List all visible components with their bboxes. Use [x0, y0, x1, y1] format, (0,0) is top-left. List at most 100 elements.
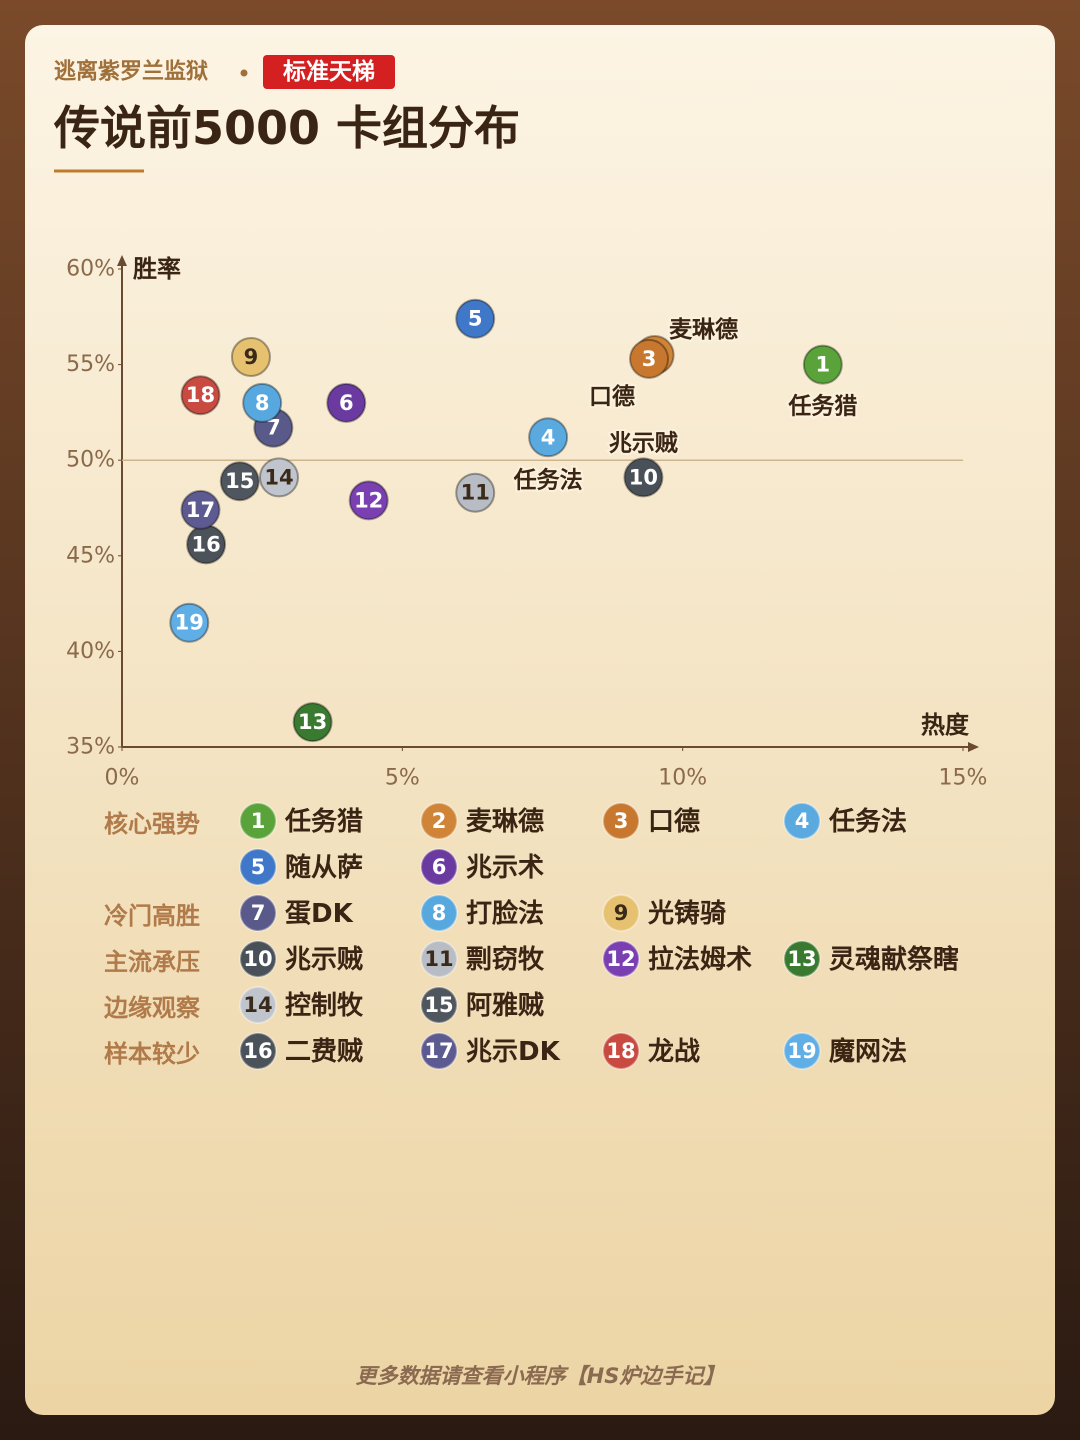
- point-number: 17: [186, 498, 215, 522]
- point-number: 7: [266, 416, 281, 440]
- point: [802, 344, 843, 385]
- legend-badge: [783, 802, 821, 840]
- y-tick-label: 50%: [66, 448, 115, 473]
- legend-label: 随从萨: [285, 852, 363, 883]
- legend-badge: [239, 940, 277, 978]
- subtitle: 逃离紫罗兰监狱: [54, 59, 208, 85]
- legend-badge-number: 16: [243, 1039, 272, 1063]
- legend-label: 魔网法: [829, 1037, 907, 1067]
- legend-label: 口德: [648, 807, 700, 837]
- point: [623, 457, 664, 498]
- point-number: 1: [816, 353, 831, 377]
- point-number: 5: [468, 307, 483, 331]
- legend-label: 蛋DK: [285, 899, 354, 929]
- legend-badge: [420, 894, 458, 932]
- legend-label: 兆示DK: [466, 1037, 561, 1067]
- point: [180, 375, 221, 416]
- point: [326, 382, 367, 423]
- y-tick-label: 45%: [66, 543, 115, 568]
- point: [455, 298, 496, 339]
- legend-group: 样本较少: [104, 1040, 200, 1068]
- legend-label: 任务猎: [284, 807, 363, 837]
- legend-badge-number: 15: [424, 993, 453, 1017]
- x-axis-label: 热度: [921, 711, 970, 739]
- y-axis-label: 胜率: [133, 255, 181, 283]
- legend-label: 打脸法: [466, 898, 544, 929]
- legend-label: 阿雅贼: [466, 991, 544, 1021]
- y-tick-label: 55%: [66, 352, 115, 377]
- point-number: 6: [339, 391, 354, 415]
- point: [258, 457, 299, 498]
- legend-badge: [420, 1032, 458, 1070]
- legend-badge: [602, 894, 640, 932]
- y-tick-label: 35%: [66, 735, 115, 760]
- point: [219, 461, 260, 502]
- legend-badge: [420, 802, 458, 840]
- point-number: 18: [186, 383, 215, 407]
- legend-badge-number: 14: [243, 993, 272, 1017]
- point-number: 9: [244, 345, 259, 369]
- y-tick-label: 40%: [66, 639, 115, 664]
- legend-label: 控制牧: [285, 991, 364, 1021]
- point-number: 19: [175, 611, 204, 635]
- separator-dot: [240, 69, 248, 77]
- legend-badge-number: 11: [424, 947, 453, 971]
- point-number: 14: [264, 465, 293, 489]
- footer: 更多数据请查看小程序【HS炉边手记】: [356, 1364, 725, 1388]
- point-number: 10: [629, 465, 658, 489]
- legend-badge-number: 1: [251, 809, 266, 833]
- x-tick-label: 0%: [105, 766, 140, 791]
- legend-badge: [239, 848, 277, 886]
- point-annotation: 兆示贼: [609, 430, 678, 456]
- point-number: 4: [541, 425, 556, 449]
- legend-badge: [602, 1032, 640, 1070]
- legend-label: 光铸骑: [647, 899, 726, 929]
- title: 传说前5000 卡组分布: [53, 101, 520, 155]
- point-annotation: 口德: [589, 383, 635, 410]
- point-number: 8: [255, 391, 270, 415]
- legend-badge: [783, 1032, 821, 1070]
- point-annotation: 任务法: [513, 466, 583, 493]
- legend-label: 灵魂献祭瞎: [829, 944, 959, 975]
- legend-badge-number: 17: [424, 1039, 453, 1063]
- legend-badge-number: 2: [432, 809, 447, 833]
- legend-group: 核心强势: [104, 810, 200, 838]
- point-annotation: 任务猎: [787, 393, 857, 420]
- legend-badge: [239, 894, 277, 932]
- legend-label: 任务法: [828, 807, 907, 837]
- legend-badge: [602, 802, 640, 840]
- point-number: 16: [191, 532, 220, 556]
- legend-badge-number: 5: [251, 855, 266, 879]
- legend-badge: [239, 986, 277, 1024]
- point-annotation: 麦琳德: [669, 316, 738, 343]
- legend-badge: [602, 940, 640, 978]
- x-tick-label: 10%: [658, 766, 707, 791]
- point: [348, 480, 389, 521]
- legend-label: 龙战: [648, 1037, 700, 1067]
- point: [292, 702, 333, 743]
- point-number: 15: [225, 469, 254, 493]
- legend-badge-number: 7: [251, 901, 266, 925]
- legend-badge: [420, 940, 458, 978]
- legend-badge-number: 19: [787, 1039, 816, 1063]
- point: [180, 489, 221, 530]
- legend-badge: [420, 848, 458, 886]
- y-tick-label: 60%: [66, 257, 115, 282]
- legend-label: 拉法姆术: [648, 944, 752, 975]
- x-tick-label: 15%: [939, 766, 988, 791]
- x-tick-label: 5%: [385, 766, 420, 791]
- legend-badge-number: 18: [606, 1039, 635, 1063]
- point-number: 12: [354, 488, 383, 512]
- legend-badge-number: 13: [787, 947, 816, 971]
- legend-badge-number: 3: [614, 809, 629, 833]
- legend-group: 边缘观察: [104, 994, 201, 1022]
- point-number: 13: [298, 710, 327, 734]
- legend-group: 冷门高胜: [104, 902, 200, 930]
- point: [528, 417, 569, 458]
- badge-text: 标准天梯: [283, 58, 375, 85]
- legend-badge-number: 12: [606, 947, 635, 971]
- legend-badge: [239, 802, 277, 840]
- legend-badge-number: 9: [614, 901, 629, 925]
